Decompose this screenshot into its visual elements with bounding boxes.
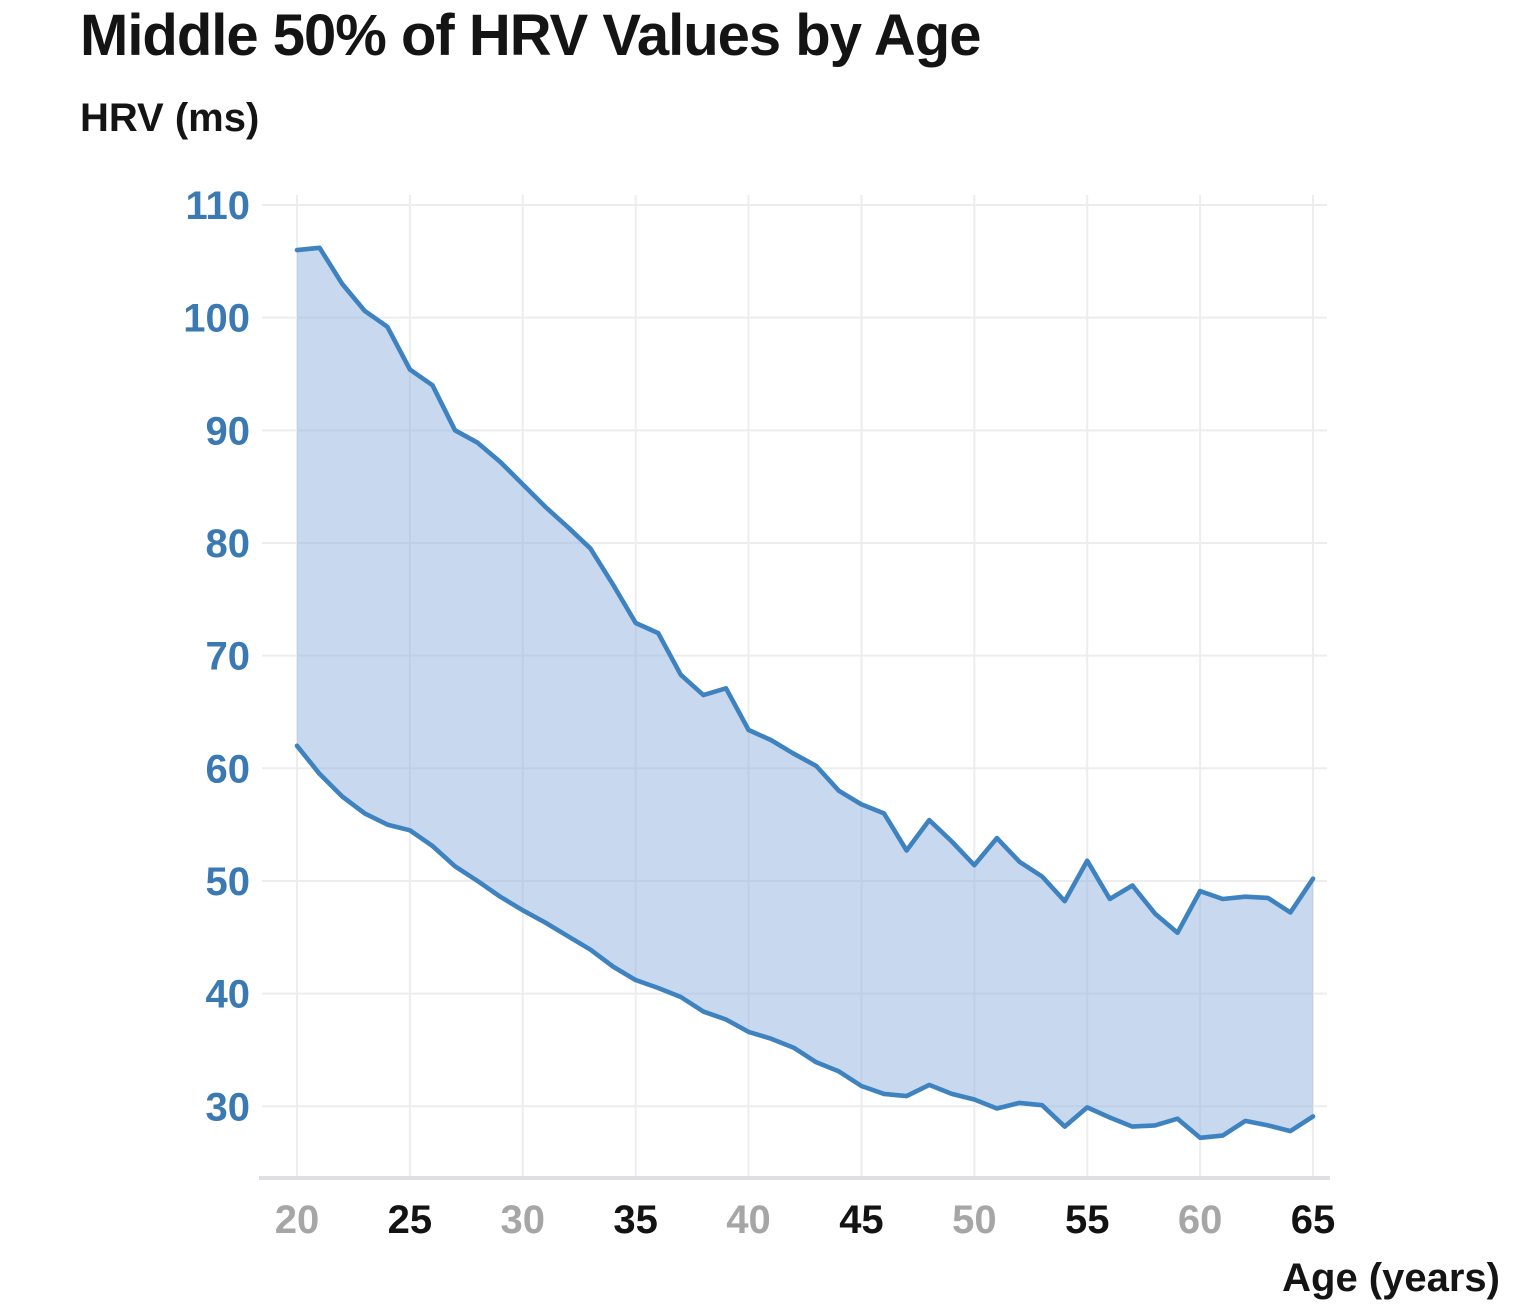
svg-text:40: 40	[206, 973, 251, 1017]
lower-line	[294, 743, 1316, 1141]
svg-text:50: 50	[952, 1198, 997, 1242]
y-tick-labels: 110 100 90 80 70 60 50 40 30	[183, 184, 250, 1129]
hrv-band-fill	[297, 247, 1313, 1138]
svg-text:45: 45	[839, 1198, 884, 1242]
chart-title: Middle 50% of HRV Values by Age	[80, 3, 981, 68]
svg-text:60: 60	[206, 747, 251, 791]
svg-text:80: 80	[206, 522, 251, 566]
svg-text:35: 35	[613, 1198, 658, 1242]
y-axis-title: HRV (ms)	[80, 96, 260, 140]
svg-text:40: 40	[726, 1198, 771, 1242]
x-tick-labels: 20 25 30 35 40 45 50 55 60 65	[275, 1198, 1336, 1242]
svg-text:65: 65	[1291, 1198, 1336, 1242]
svg-text:25: 25	[388, 1198, 433, 1242]
x-axis-title: Age (years)	[1282, 1256, 1500, 1300]
svg-text:55: 55	[1065, 1198, 1110, 1242]
svg-text:70: 70	[206, 635, 251, 679]
svg-text:100: 100	[183, 297, 250, 341]
svg-text:110: 110	[185, 184, 250, 228]
svg-text:60: 60	[1178, 1198, 1223, 1242]
upper-line	[294, 245, 1316, 936]
svg-text:30: 30	[501, 1198, 546, 1242]
svg-text:90: 90	[206, 409, 251, 453]
svg-text:30: 30	[206, 1085, 251, 1129]
svg-text:20: 20	[275, 1198, 320, 1242]
svg-text:50: 50	[206, 860, 251, 904]
